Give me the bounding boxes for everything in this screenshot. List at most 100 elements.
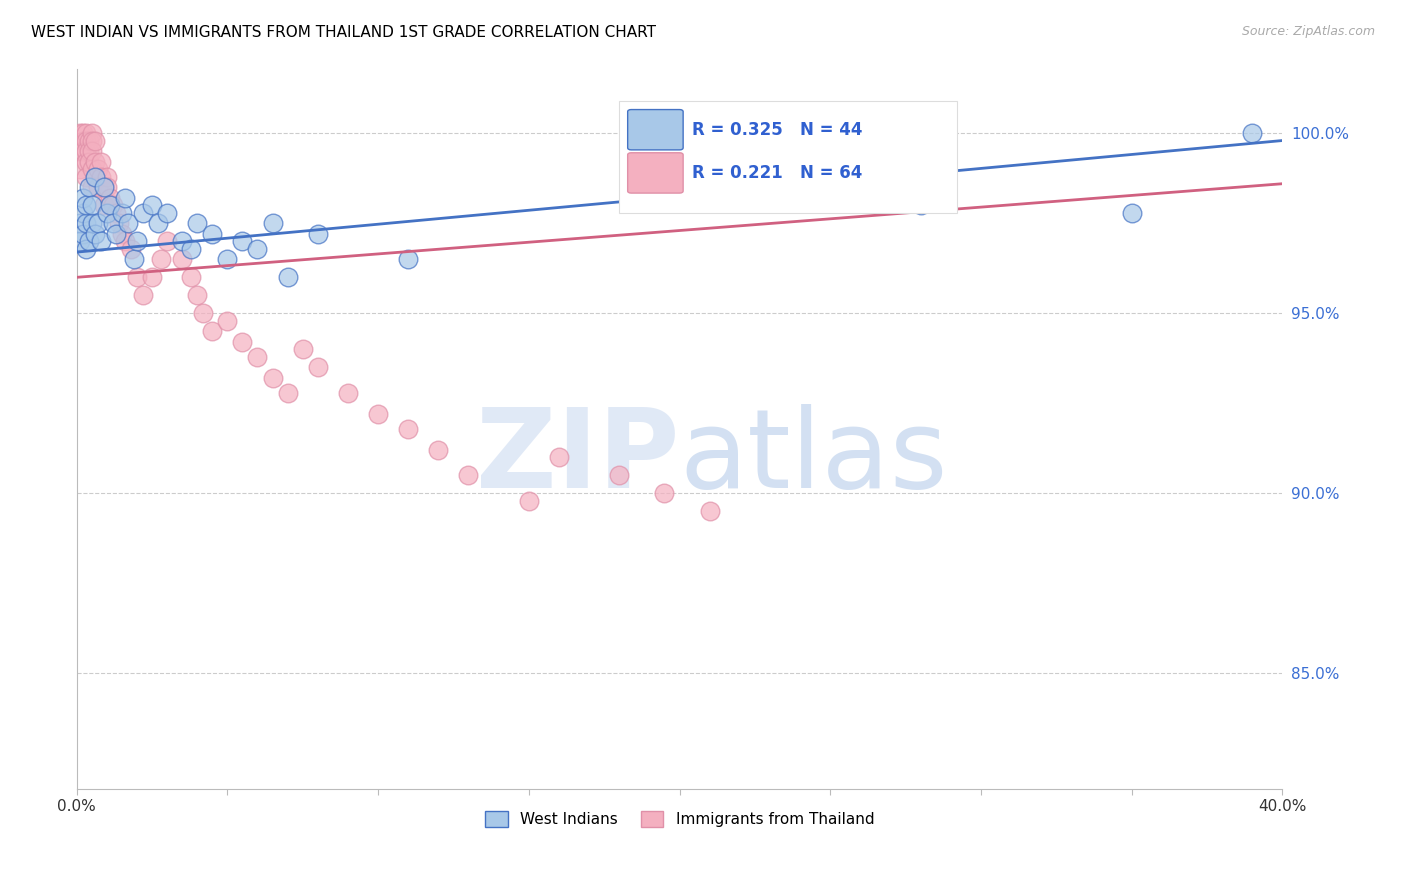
FancyBboxPatch shape [627,110,683,150]
Text: ZIP: ZIP [477,404,679,511]
Point [132,205,155,219]
Point [96,180,118,194]
Point [69,235,91,249]
Point [246,350,269,364]
Point [90,169,112,184]
Point [457,468,479,483]
Point [77,134,100,148]
Point [180,270,202,285]
Point [262,216,284,230]
Point [114,235,136,249]
Point [231,235,253,249]
Point [104,227,127,241]
Point [548,450,571,465]
Legend: West Indians, Immigrants from Thailand: West Indians, Immigrants from Thailand [477,804,882,835]
Text: R = 0.325   N = 44: R = 0.325 N = 44 [692,120,862,139]
Point [83,134,105,148]
Point [307,360,329,375]
Point [101,216,124,230]
Point [104,205,127,219]
Point [201,324,224,338]
Point [607,468,630,483]
Point [101,198,124,212]
Point [77,235,100,249]
Point [72,191,94,205]
Point [72,227,94,241]
Point [217,252,239,267]
Point [77,155,100,169]
Point [98,198,121,212]
Point [69,162,91,177]
Text: atlas: atlas [679,404,948,511]
Point [396,252,419,267]
Point [125,235,148,249]
Point [201,227,224,241]
Point [156,205,179,219]
Point [90,155,112,169]
Point [80,180,103,194]
Point [427,443,450,458]
Point [396,421,419,435]
FancyBboxPatch shape [619,101,957,212]
Point [277,270,299,285]
Point [77,145,100,159]
Point [93,180,115,194]
Point [114,191,136,205]
Point [156,235,179,249]
Point [654,486,676,500]
Point [69,216,91,230]
Point [75,145,97,159]
Point [193,306,215,320]
Point [86,162,108,177]
Point [217,313,239,327]
Point [75,198,97,212]
Point [180,242,202,256]
Point [96,169,118,184]
Point [699,504,721,518]
Point [75,126,97,140]
Point [262,371,284,385]
Point [149,252,172,267]
Point [910,198,932,212]
Point [80,134,103,148]
Point [186,216,208,230]
Point [141,198,163,212]
Point [170,252,193,267]
Point [170,235,193,249]
Point [75,216,97,230]
Point [83,227,105,241]
Point [72,134,94,148]
Point [75,242,97,256]
Point [75,134,97,148]
Point [336,385,359,400]
Point [72,145,94,159]
Point [80,162,103,177]
Point [93,198,115,212]
Point [80,126,103,140]
Point [291,343,314,357]
Point [69,126,91,140]
Point [277,385,299,400]
Point [1121,205,1143,219]
Text: Source: ZipAtlas.com: Source: ZipAtlas.com [1241,25,1375,38]
Point [83,169,105,184]
Point [246,242,269,256]
Point [111,227,134,241]
Point [80,145,103,159]
Text: R = 0.221   N = 64: R = 0.221 N = 64 [692,164,862,182]
Point [111,205,134,219]
Point [75,155,97,169]
Point [367,407,389,421]
Point [122,252,145,267]
Point [1241,126,1264,140]
Point [307,227,329,241]
Point [69,145,91,159]
Point [141,270,163,285]
Point [98,191,121,205]
Point [125,270,148,285]
Point [231,335,253,350]
Point [83,155,105,169]
Point [186,288,208,302]
Point [146,216,169,230]
Point [72,126,94,140]
